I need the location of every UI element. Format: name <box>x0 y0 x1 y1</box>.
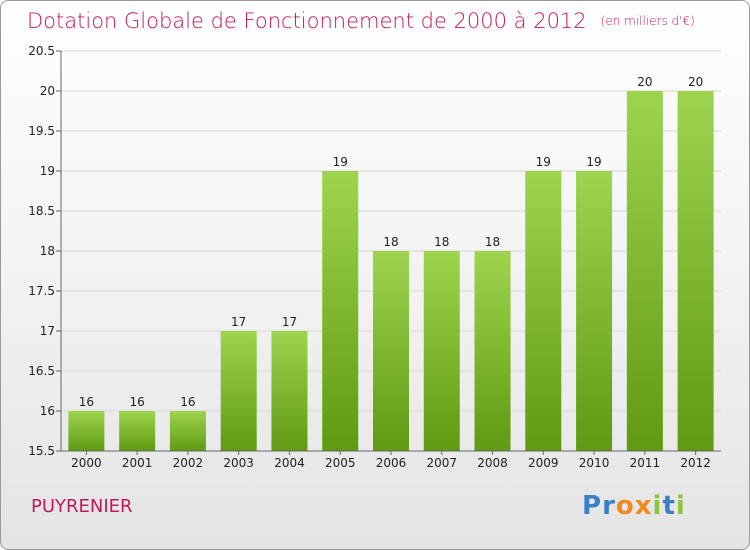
value-label: 18 <box>485 235 500 249</box>
x-tick-label: 2010 <box>579 456 610 470</box>
x-tick-label: 2001 <box>122 456 153 470</box>
x-tick-label: 2006 <box>376 456 407 470</box>
y-tick-label: 17 <box>40 324 55 338</box>
value-label: 20 <box>688 75 703 89</box>
y-tick-label: 16.5 <box>28 364 55 378</box>
x-tick-label: 2009 <box>528 456 559 470</box>
value-label: 20 <box>637 75 652 89</box>
title-text: Dotation Globale de Fonctionnement de 20… <box>27 9 587 33</box>
bar-2002 <box>169 411 206 451</box>
value-label: 16 <box>130 395 145 409</box>
bar-2009 <box>525 171 562 451</box>
bar-2012 <box>677 91 714 451</box>
value-label: 18 <box>383 235 398 249</box>
y-tick-label: 17.5 <box>28 284 55 298</box>
value-labels: 16 16 16 17 17 19 18 18 18 19 19 20 20 <box>79 75 704 409</box>
logo-letter: r <box>602 491 616 521</box>
bar-2003 <box>220 331 257 451</box>
y-tick-label: 18 <box>40 244 55 258</box>
logo-letter: t <box>662 491 676 521</box>
chart-title: Dotation Globale de Fonctionnement de 20… <box>27 9 695 33</box>
x-tick-label: 2012 <box>680 456 711 470</box>
y-tick-label: 16 <box>40 404 55 418</box>
y-tick-label: 19.5 <box>28 124 55 138</box>
value-label: 17 <box>282 315 297 329</box>
bar-2010 <box>576 171 613 451</box>
proxiti-logo[interactable]: Proxiti <box>582 491 686 521</box>
bar-2008 <box>474 251 511 451</box>
value-label: 19 <box>333 155 348 169</box>
bar-2006 <box>373 251 409 451</box>
x-tick-label: 2005 <box>325 456 356 470</box>
x-tick-label: 2002 <box>173 456 204 470</box>
logo-letter: x <box>634 491 653 521</box>
axes <box>60 51 721 452</box>
x-tick-label: 2004 <box>274 456 305 470</box>
y-tick-label: 15.5 <box>28 444 55 458</box>
logo-letter: P <box>582 491 603 521</box>
bar-2004 <box>271 331 308 451</box>
x-tick-label: 2011 <box>630 456 661 470</box>
logo-letter: i <box>652 491 663 521</box>
value-label: 16 <box>79 395 94 409</box>
y-tick-labels: 15.5 16 16.5 17 17.5 18 18.5 19 19.5 20 20.5 <box>28 44 55 458</box>
value-label: 16 <box>180 395 195 409</box>
bar-2000 <box>68 411 105 451</box>
x-tick-label: 2003 <box>223 456 254 470</box>
x-tick-label: 2007 <box>426 456 457 470</box>
bar-2001 <box>119 411 156 451</box>
y-tick-label: 19 <box>40 164 55 178</box>
bar-2005 <box>322 171 359 451</box>
x-tick-label: 2000 <box>71 456 102 470</box>
commune-name: PUYRENIER <box>31 496 133 517</box>
value-label: 18 <box>434 235 449 249</box>
logo-letter: i <box>675 491 686 521</box>
bar-2007 <box>423 251 460 451</box>
value-label: 19 <box>536 155 551 169</box>
x-tick-labels: 2000 2001 2002 2003 2004 2005 2006 2007 2008 2009… <box>71 456 711 470</box>
value-label: 19 <box>586 155 601 169</box>
value-label: 17 <box>231 315 246 329</box>
logo-letter: o <box>615 491 635 521</box>
unit-label: (en milliers d'€) <box>600 14 695 28</box>
x-tick-label: 2008 <box>477 456 508 470</box>
bars <box>68 91 714 455</box>
y-tick-label: 20.5 <box>28 44 55 58</box>
bar-2011 <box>626 91 663 451</box>
y-tick-label: 20 <box>40 84 55 98</box>
y-tick-label: 18.5 <box>28 204 55 218</box>
